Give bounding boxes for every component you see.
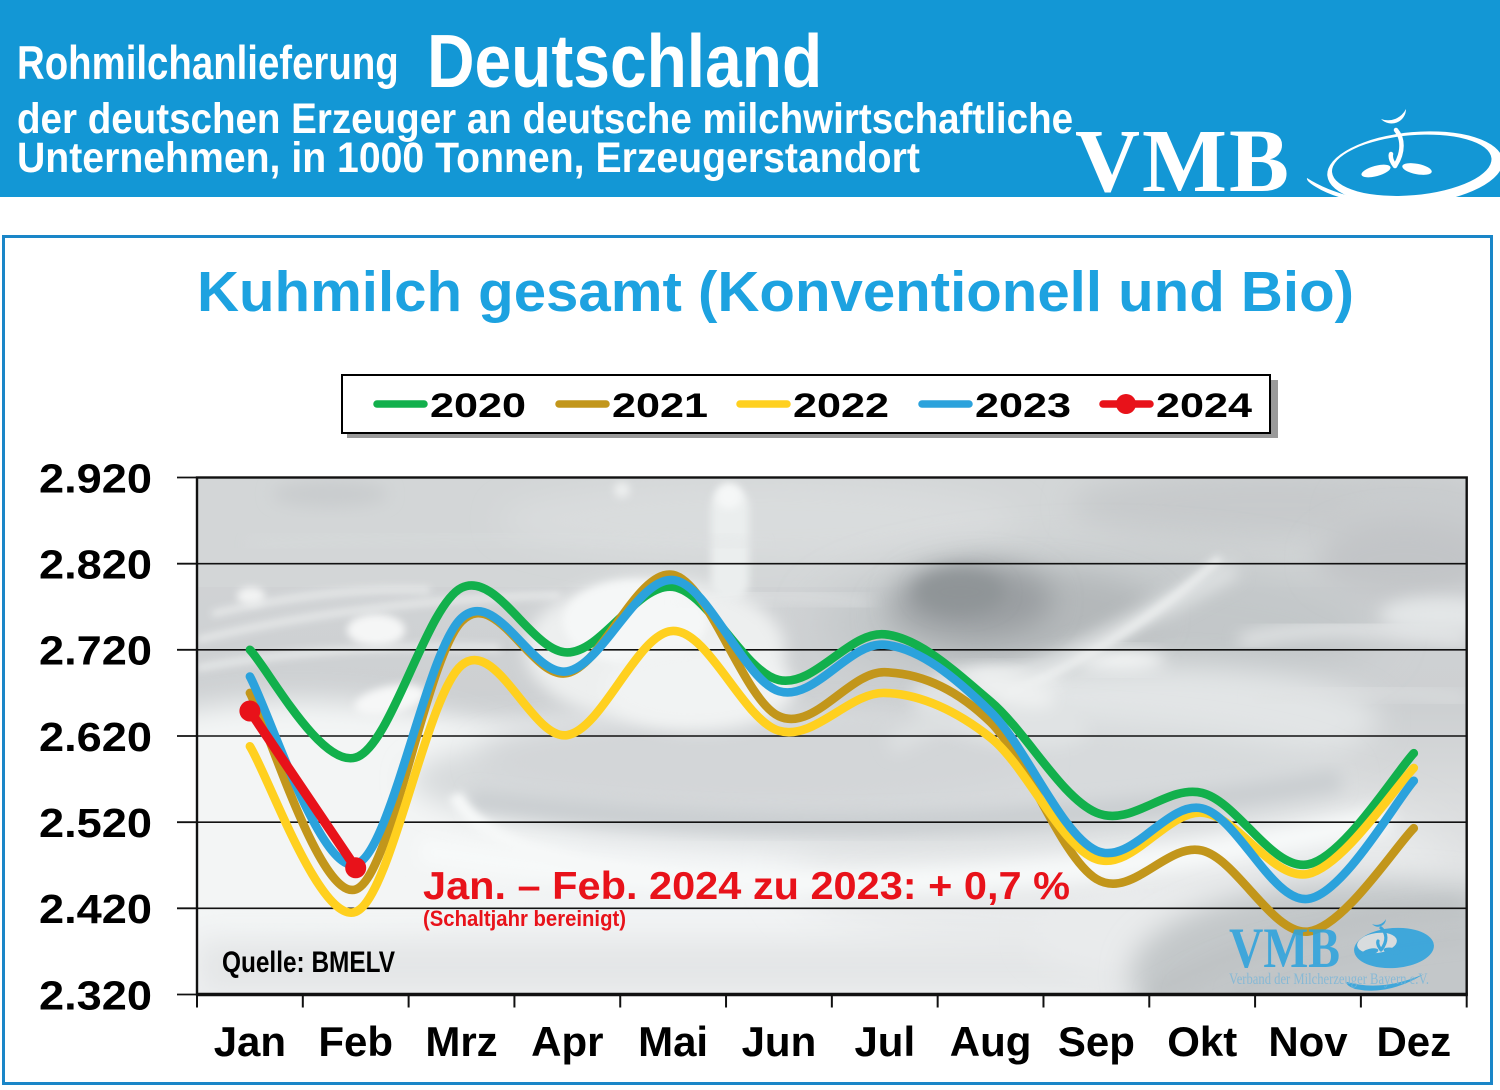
svg-text:Sep: Sep: [1058, 1018, 1135, 1065]
svg-text:2024: 2024: [1156, 387, 1252, 425]
svg-text:2.420: 2.420: [39, 886, 152, 932]
svg-text:2021: 2021: [612, 387, 708, 425]
svg-text:Jan. – Feb. 2024 zu 2023: + 0,: Jan. – Feb. 2024 zu 2023: + 0,7 %: [423, 865, 1070, 908]
svg-text:Okt: Okt: [1167, 1018, 1237, 1065]
svg-text:Jun: Jun: [742, 1018, 817, 1065]
svg-text:Jul: Jul: [854, 1018, 915, 1065]
svg-text:Jan: Jan: [214, 1018, 286, 1065]
svg-text:VMB: VMB: [1229, 917, 1340, 980]
svg-text:2.820: 2.820: [39, 542, 152, 588]
svg-text:2022: 2022: [793, 387, 889, 425]
svg-text:Nov: Nov: [1268, 1018, 1348, 1065]
svg-text:Kuhmilch gesamt (Konventionell: Kuhmilch gesamt (Konventionell und Bio): [197, 260, 1354, 324]
svg-text:Dez: Dez: [1376, 1018, 1451, 1065]
svg-text:2.320: 2.320: [39, 972, 152, 1018]
svg-text:(Schaltjahr bereinigt): (Schaltjahr bereinigt): [423, 906, 626, 931]
svg-text:Aug: Aug: [950, 1018, 1032, 1065]
svg-text:Apr: Apr: [531, 1018, 603, 1065]
svg-text:2.720: 2.720: [39, 628, 152, 674]
svg-text:Mrz: Mrz: [425, 1018, 497, 1065]
svg-text:Verband der Milcherzeuger Baye: Verband der Milcherzeuger Bayern e.V.: [1229, 971, 1429, 988]
svg-text:2020: 2020: [430, 387, 526, 425]
svg-text:Quelle: BMELV: Quelle: BMELV: [222, 946, 395, 979]
svg-text:2023: 2023: [975, 387, 1071, 425]
svg-text:2.920: 2.920: [39, 455, 152, 501]
svg-text:2.520: 2.520: [39, 800, 152, 846]
svg-text:Feb: Feb: [318, 1018, 393, 1065]
svg-text:Mai: Mai: [638, 1018, 708, 1065]
svg-text:VMB: VMB: [1075, 112, 1291, 197]
svg-text:2.620: 2.620: [39, 714, 152, 760]
